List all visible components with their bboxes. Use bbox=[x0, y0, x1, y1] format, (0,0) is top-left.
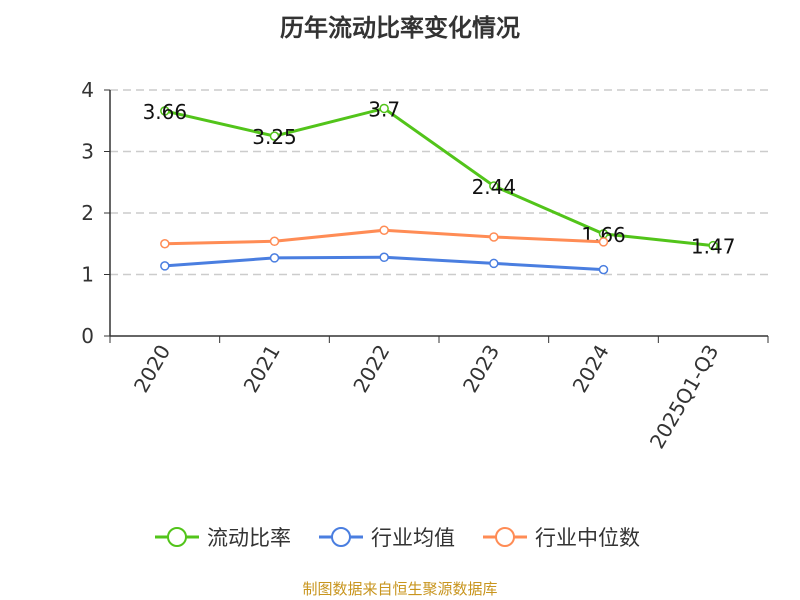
data-point bbox=[708, 240, 718, 251]
legend-marker bbox=[331, 527, 351, 547]
legend-label: 行业中位数 bbox=[535, 526, 640, 550]
x-tick-label: 2022 bbox=[348, 341, 394, 397]
data-point bbox=[379, 252, 389, 263]
legend-marker bbox=[495, 527, 515, 547]
data-label: 2.44 bbox=[472, 175, 517, 199]
x-tick-label: 2025Q1-Q3 bbox=[645, 341, 724, 453]
x-tick-label: 2023 bbox=[458, 341, 504, 397]
data-point bbox=[489, 181, 499, 191]
data-point bbox=[160, 106, 170, 116]
legend-label: 行业均值 bbox=[371, 526, 455, 550]
x-tick-label: 2021 bbox=[239, 341, 285, 397]
data-point bbox=[598, 237, 609, 247]
data-point bbox=[269, 236, 280, 247]
x-tick-label: 2024 bbox=[568, 341, 614, 397]
series-line-0 bbox=[164, 106, 714, 248]
data-point bbox=[160, 239, 170, 249]
data-point bbox=[489, 232, 499, 242]
data-label: 3.7 bbox=[368, 97, 400, 121]
data-point bbox=[269, 253, 280, 263]
data-point bbox=[269, 131, 280, 141]
data-point bbox=[160, 261, 170, 271]
data-point bbox=[598, 264, 609, 275]
data-label: 3.25 bbox=[252, 125, 297, 149]
data-label: 3.66 bbox=[143, 100, 188, 124]
chart-title: 历年流动比率变化情况 bbox=[280, 14, 520, 42]
legend-label: 流动比率 bbox=[207, 526, 291, 550]
data-point bbox=[379, 225, 389, 235]
y-tick-label: 3 bbox=[81, 140, 94, 164]
source-note: 制图数据来自恒生聚源数据库 bbox=[302, 580, 498, 598]
legend-marker bbox=[167, 527, 187, 547]
y-tick-label: 4 bbox=[81, 78, 94, 102]
y-tick-label: 0 bbox=[81, 324, 94, 348]
y-tick-label: 2 bbox=[81, 201, 94, 225]
y-tick-label: 1 bbox=[81, 263, 94, 287]
data-point bbox=[379, 103, 389, 114]
x-tick-label: 2020 bbox=[129, 341, 175, 397]
data-label: 1.47 bbox=[691, 235, 736, 259]
data-point bbox=[489, 258, 499, 269]
